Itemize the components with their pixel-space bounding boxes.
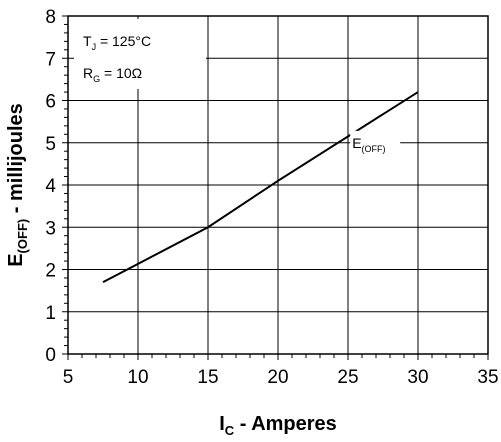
- series-group: [102, 91, 419, 284]
- plot-frame: [67, 15, 489, 355]
- x-tick-label: 35: [477, 367, 498, 388]
- x-tick-label: 5: [63, 367, 74, 388]
- y-tick-label: 8: [45, 7, 56, 28]
- x-axis-label: IC - Amperes: [219, 413, 337, 438]
- series-label-background: [350, 130, 401, 157]
- x-tick-label: 30: [407, 367, 428, 388]
- conditions-background: [74, 19, 206, 89]
- conditions-annotation: TJ = 125°C RG = 10Ω: [74, 19, 206, 89]
- x-tick-label: 15: [197, 367, 218, 388]
- y-tick-label: 1: [45, 303, 56, 324]
- y-tick-label: 3: [45, 218, 56, 239]
- x-tick-label: 10: [127, 367, 148, 388]
- series-label-text: E(OFF): [352, 135, 385, 154]
- y-tick-label: 5: [45, 134, 56, 155]
- x-tick-label: 25: [337, 367, 358, 388]
- y-axis-label: E(OFF) - millijoules: [5, 103, 30, 267]
- series-line: [102, 91, 419, 284]
- series-label: E(OFF): [350, 130, 401, 157]
- x-tick-label: 20: [267, 367, 288, 388]
- y-tick-label: 2: [45, 261, 56, 282]
- tick-labels: 5 10 15 20 25 30 35 0 1 2 3 4 5 6 7 8: [45, 7, 498, 388]
- y-tick-label: 6: [45, 92, 56, 113]
- y-tick-label: 7: [45, 49, 56, 70]
- y-tick-label: 0: [45, 345, 56, 366]
- annotation-tj: TJ = 125°C: [83, 33, 151, 52]
- y-tick-label: 4: [45, 176, 56, 197]
- annotation-rg: RG = 10Ω: [83, 65, 142, 84]
